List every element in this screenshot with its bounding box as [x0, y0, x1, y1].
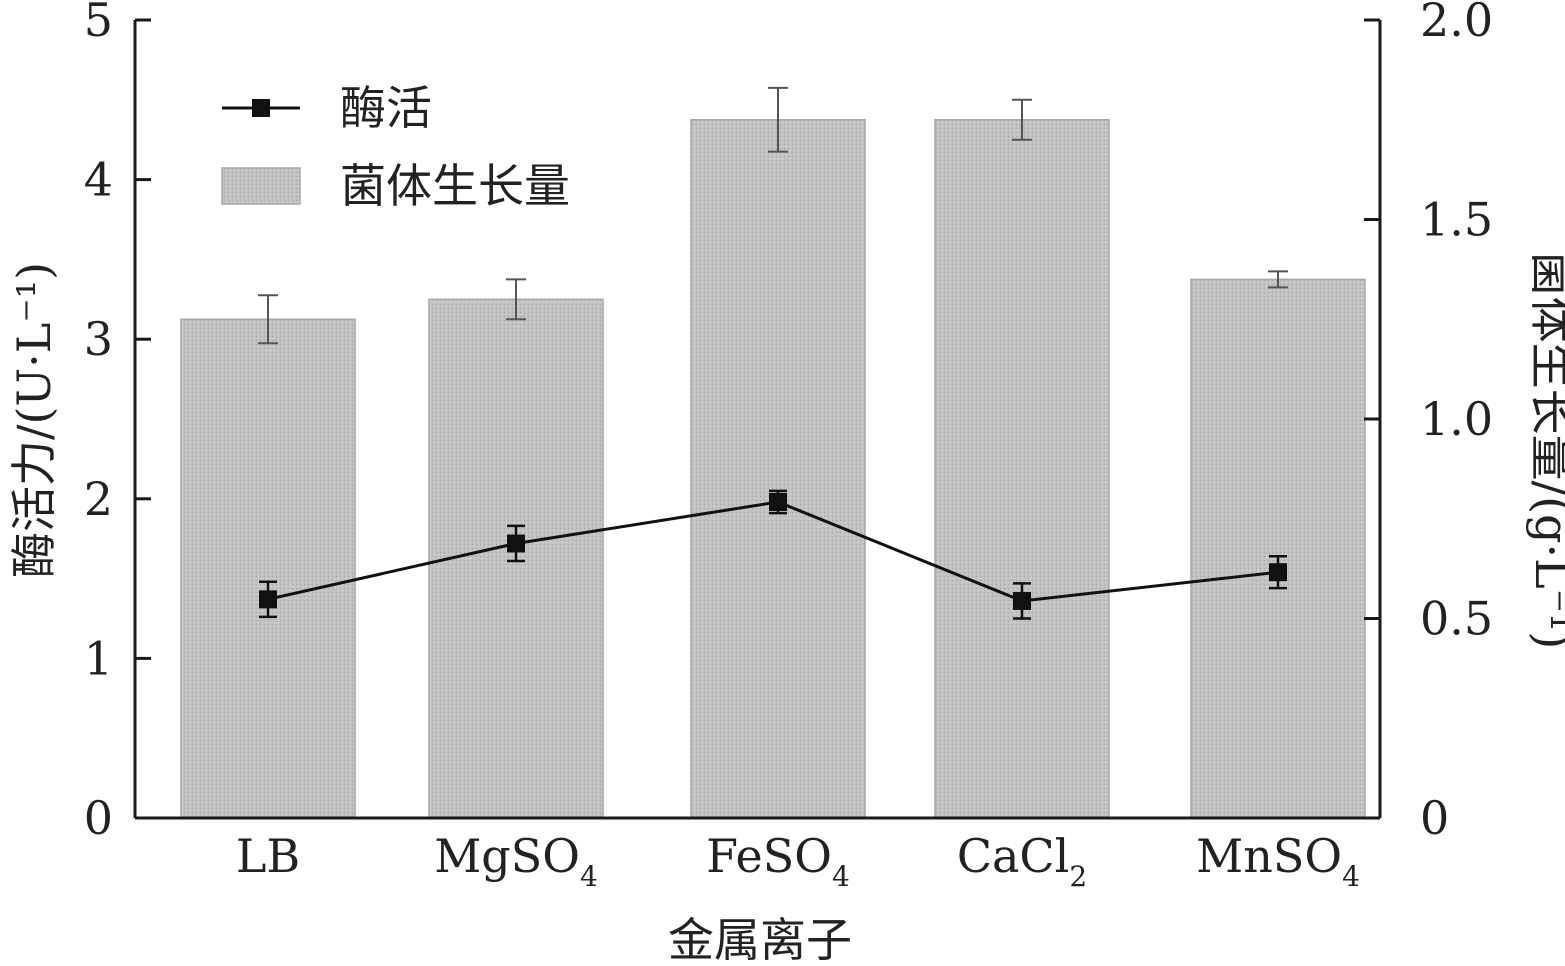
x-category-label: CaCl2 — [957, 829, 1087, 893]
enzyme-activity-point-1 — [259, 590, 277, 609]
right-tick-label: 2.0 — [1420, 0, 1493, 47]
category-subscript: 4 — [1342, 860, 1360, 893]
category-base: MgSO — [434, 829, 580, 883]
right-axis-title: 菌体生长量/(g·L⁻¹) — [1525, 251, 1565, 650]
enzyme-activity-point-2 — [507, 534, 525, 553]
legend-marker-swatch — [252, 99, 270, 117]
line-layer — [259, 489, 1287, 620]
enzyme-activity-point-3 — [769, 492, 787, 511]
category-subscript: 4 — [580, 860, 598, 893]
right-tick-label: 1.5 — [1420, 193, 1493, 247]
category-base: FeSO — [706, 829, 832, 883]
axes-layer: 0 1 2 3 4 5 0 0.5 1.0 1.5 2.0 — [84, 0, 1493, 845]
left-tick-label: 1 — [84, 631, 113, 685]
category-base: MnSO — [1196, 829, 1342, 883]
bar-1 — [180, 318, 356, 819]
x-category-label: LB — [236, 829, 300, 883]
category-base: CaCl — [957, 829, 1070, 883]
bar-5 — [1190, 278, 1366, 819]
enzyme-activity-point-4 — [1013, 591, 1031, 610]
enzyme-activity-point-5 — [1269, 563, 1287, 582]
category-base: LB — [236, 829, 300, 883]
left-tick-label: 0 — [84, 791, 113, 845]
right-tick-label: 1.0 — [1420, 392, 1493, 446]
legend-label-enzyme: 酶活 — [340, 81, 432, 135]
bar-4 — [934, 119, 1110, 819]
x-axis-title: 金属离子 — [668, 913, 852, 966]
left-tick-label: 4 — [84, 153, 113, 207]
right-tick-label: 0 — [1420, 791, 1449, 845]
left-axis-title: 酶活力/(U·L⁻¹) — [7, 262, 61, 578]
left-tick-label: 3 — [84, 312, 113, 366]
x-category-label: MnSO4 — [1196, 829, 1360, 893]
legend-label-growth: 菌体生长量 — [340, 159, 570, 213]
bar-3 — [690, 119, 866, 819]
right-tick-label: 0.5 — [1420, 592, 1493, 646]
left-tick-label: 5 — [84, 0, 113, 47]
legend-bar-swatch — [221, 167, 301, 205]
x-category-label: FeSO4 — [706, 829, 850, 893]
left-tick-label: 2 — [84, 472, 113, 526]
x-category-label: MgSO4 — [434, 829, 598, 893]
category-subscript: 2 — [1069, 860, 1087, 893]
bars-layer — [180, 86, 1366, 819]
category-subscript: 4 — [832, 860, 850, 893]
